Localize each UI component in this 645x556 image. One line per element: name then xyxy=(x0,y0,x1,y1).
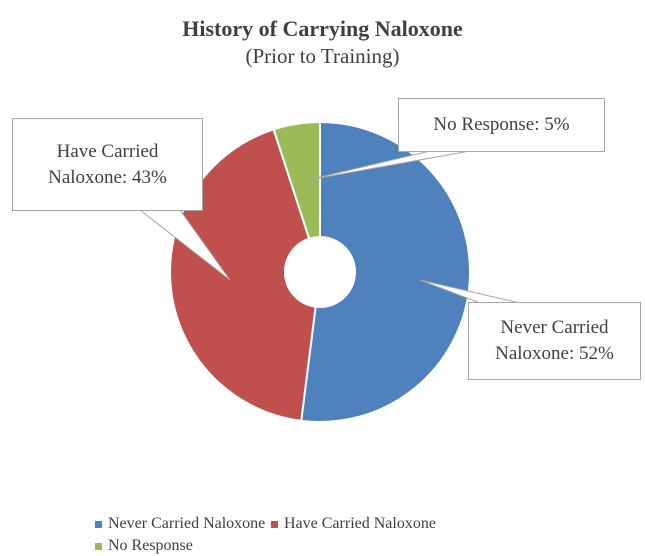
data-label: No Response: 5% xyxy=(398,98,605,152)
legend-swatch xyxy=(95,520,102,528)
doughnut-segment xyxy=(169,128,317,422)
doughnut-segment xyxy=(300,120,471,423)
legend-swatch xyxy=(271,520,278,528)
legend-label: Never Carried Naloxone xyxy=(108,515,266,532)
legend-entry: Never Carried Naloxone xyxy=(95,515,265,533)
data-label: Have Carried Naloxone: 43% xyxy=(12,118,203,211)
legend-label: No Response xyxy=(108,537,193,554)
legend-entry: No Response xyxy=(95,537,193,555)
legend-swatch xyxy=(95,542,102,550)
doughnut-segment xyxy=(272,120,321,240)
data-label: Never Carried Naloxone: 52% xyxy=(468,302,641,380)
legend-entry: Have Carried Naloxone xyxy=(271,515,436,533)
chart-title: History of Carrying Naloxone xyxy=(182,16,463,41)
legend-label: Have Carried Naloxone xyxy=(284,515,436,532)
chart-subtitle: (Prior to Training) xyxy=(245,44,400,68)
